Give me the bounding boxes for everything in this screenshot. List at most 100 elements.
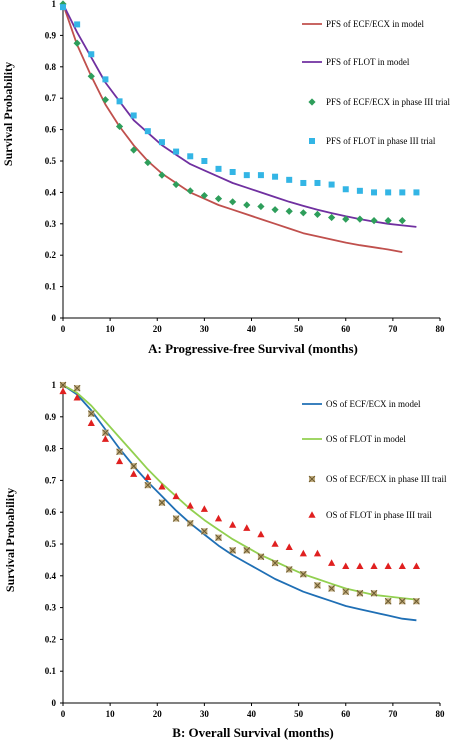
- pfs-x-tick-label: 0: [61, 324, 66, 334]
- legend-label: OS of FLOT in phase III trail: [326, 510, 432, 520]
- pfs-y-tick-label: 1: [52, 0, 57, 9]
- os-data-point: [172, 492, 180, 500]
- pfs-data-point: [313, 210, 322, 218]
- os-y-tick-label: 0: [52, 698, 57, 708]
- os-legend-item: OS of ECF/ECX in model: [302, 399, 421, 409]
- os-y-tick-label: 0.9: [45, 412, 57, 422]
- pfs-series-line: [62, 3, 417, 228]
- pfs-data-point: [173, 148, 180, 155]
- legend-swatch: [308, 475, 316, 483]
- pfs-y-tick-label: 0.5: [45, 156, 57, 166]
- os-x-tick-label: 70: [388, 709, 398, 719]
- legend-label: OS of FLOT in model: [326, 434, 406, 444]
- pfs-legend-item: PFS of FLOT in model: [302, 57, 410, 67]
- os-data-point: [215, 534, 222, 541]
- os-data-point: [271, 540, 279, 547]
- os-data-point: [144, 473, 152, 481]
- pfs-x-tick-label: 30: [200, 324, 210, 334]
- pfs-data-point: [158, 171, 166, 179]
- pfs-x-tick-label: 70: [388, 324, 398, 334]
- os-data-point: [158, 482, 166, 490]
- os-x-tick-label: 30: [200, 709, 210, 719]
- legend-label: PFS of ECF/ECX in phase III trial: [326, 97, 450, 107]
- pfs-data-point: [271, 206, 279, 214]
- os-x-tick-label: 80: [436, 709, 446, 719]
- pfs-x-tick-label: 80: [436, 324, 446, 334]
- pfs-data-point: [257, 202, 265, 211]
- pfs-data-point: [399, 189, 406, 196]
- pfs-data-point: [60, 4, 66, 11]
- os-data-point: [130, 470, 138, 477]
- os-x-tick-label: 50: [294, 709, 304, 719]
- os-data-point: [200, 505, 208, 512]
- os-legend-item: OS of FLOT in model: [302, 434, 406, 444]
- os-data-point: [59, 381, 67, 389]
- pfs-data-point: [144, 128, 151, 135]
- pfs-x-tick-label: 10: [106, 324, 116, 334]
- os-data-point: [342, 588, 350, 596]
- pfs-data-point: [214, 195, 223, 203]
- pfs-data-point: [342, 186, 349, 193]
- pfs-data-point: [398, 217, 406, 225]
- legend-swatch: [309, 138, 315, 144]
- os-y-tick-label: 0.8: [45, 444, 57, 454]
- pfs-data-point: [370, 217, 378, 225]
- pfs-data-point: [201, 158, 208, 164]
- os-data-point: [398, 562, 406, 570]
- os-data-point: [87, 419, 95, 426]
- pfs-y-tick-label: 0.6: [45, 125, 57, 135]
- legend-label: PFS of FLOT in phase III trial: [326, 136, 436, 146]
- pfs-data-point: [285, 207, 293, 215]
- pfs-data-point: [356, 215, 364, 223]
- os-data-point: [285, 543, 293, 550]
- pfs-data-point: [229, 198, 237, 206]
- os-data-point: [257, 530, 265, 538]
- os-series-line: [62, 384, 417, 601]
- pfs-y-tick-label: 0.2: [45, 250, 57, 260]
- os-y-tick-label: 0.3: [45, 603, 57, 613]
- os-y-tick-label: 0.5: [45, 539, 57, 549]
- os-data-point: [413, 597, 420, 605]
- os-chart: Survival Probability B: Overall Survival…: [3, 380, 447, 740]
- legend-label: PFS of FLOT in model: [326, 57, 410, 67]
- pfs-y-tick-label: 0: [52, 313, 57, 323]
- pfs-data-point: [116, 98, 123, 105]
- os-data-point: [384, 597, 392, 605]
- os-data-point: [313, 549, 322, 557]
- pfs-x-axis-label: A: Progressive-free Survival (months): [148, 341, 358, 356]
- pfs-data-point: [371, 189, 378, 196]
- os-y-tick-label: 0.4: [45, 571, 57, 581]
- os-data-point: [87, 410, 95, 417]
- os-data-point: [186, 519, 194, 527]
- pfs-data-point: [384, 217, 392, 225]
- os-legend-item: OS of ECF/ECX in phase III trail: [308, 474, 447, 484]
- os-y-tick-label: 0.1: [45, 666, 57, 676]
- pfs-y-tick-label: 0.3: [45, 219, 57, 229]
- pfs-data-point: [115, 122, 124, 131]
- os-data-point: [299, 549, 307, 557]
- os-series-3: [59, 381, 420, 605]
- pfs-data-point: [286, 176, 293, 183]
- pfs-legend-item: PFS of FLOT in phase III trial: [309, 136, 436, 146]
- pfs-data-point: [172, 180, 180, 189]
- os-data-point: [144, 481, 152, 489]
- pfs-data-point: [299, 209, 307, 217]
- os-y-tick-label: 0.7: [45, 475, 57, 485]
- legend-label: OS of ECF/ECX in model: [326, 399, 421, 409]
- pfs-x-tick-label: 20: [153, 324, 163, 334]
- os-x-tick-label: 60: [341, 709, 351, 719]
- pfs-y-tick-label: 0.4: [45, 187, 57, 197]
- os-data-point: [342, 562, 350, 570]
- pfs-data-point: [314, 179, 321, 186]
- os-y-tick-label: 0.6: [45, 507, 57, 517]
- pfs-x-tick-label: 50: [294, 324, 304, 334]
- os-x-axis-label: B: Overall Survival (months): [172, 725, 333, 740]
- os-data-point: [229, 547, 237, 554]
- os-series-1: [62, 384, 417, 622]
- pfs-y-axis-label: Survival Probability: [1, 62, 15, 166]
- os-x-tick-label: 20: [153, 709, 163, 719]
- pfs-axes: [62, 4, 440, 319]
- pfs-series-2: [62, 3, 417, 228]
- pfs-y-tick-label: 0.8: [45, 62, 57, 72]
